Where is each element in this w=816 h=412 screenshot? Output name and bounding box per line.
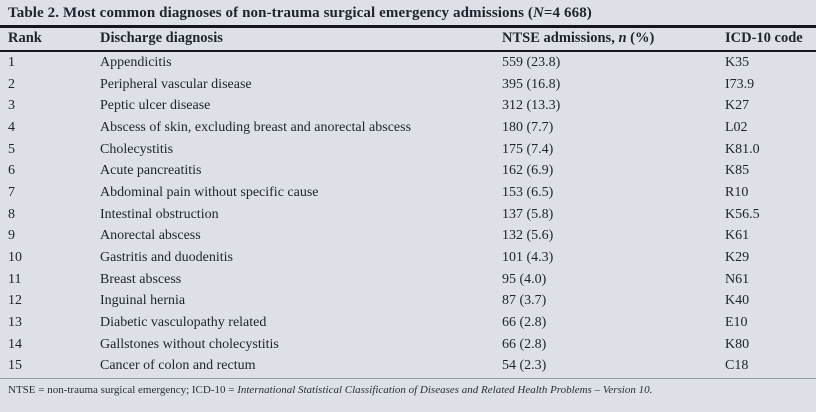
cell-diagnosis: Acute pancreatitis	[100, 163, 202, 179]
ntse-header-suffix: (%)	[626, 30, 655, 46]
table-title-suffix: =4 668)	[543, 5, 592, 21]
cell-icd-code: K27	[725, 98, 750, 114]
cell-admissions: 95 (4.0)	[502, 271, 547, 287]
cell-admissions: 153 (6.5)	[502, 184, 554, 200]
table-row: 15 Cancer of colon and rectum 54 (2.3) C…	[0, 356, 816, 378]
ntse-header-text: NTSE admissions,	[502, 30, 619, 46]
cell-admissions: 87 (3.7)	[502, 293, 547, 309]
cell-icd-code: K35	[725, 54, 750, 70]
cell-admissions: 175 (7.4)	[502, 141, 554, 157]
cell-diagnosis: Appendicitis	[100, 54, 172, 70]
cell-rank: 10	[8, 250, 22, 266]
cell-icd-code: R10	[725, 184, 749, 200]
cell-rank: 15	[8, 358, 22, 374]
cell-rank: 9	[8, 228, 15, 244]
ntse-header-n-italic: n	[618, 30, 627, 46]
cell-admissions: 101 (4.3)	[502, 250, 554, 266]
cell-icd-code: N61	[725, 271, 750, 287]
cell-icd-code: K85	[725, 163, 750, 179]
table-row: 5 Cholecystitis 175 (7.4) K81.0	[0, 139, 816, 161]
cell-admissions: 559 (23.8)	[502, 54, 561, 70]
cell-icd-code: K61	[725, 228, 750, 244]
table-row: 1 Appendicitis 559 (23.8) K35	[0, 51, 816, 74]
cell-rank: 8	[8, 206, 15, 222]
cell-rank: 4	[8, 119, 15, 135]
cell-admissions: 137 (5.8)	[502, 206, 554, 222]
column-header-rank: Rank	[0, 28, 92, 52]
cell-diagnosis: Intestinal obstruction	[100, 206, 219, 222]
table-title: Table 2. Most common diagnoses of non-tr…	[0, 0, 816, 28]
cell-diagnosis: Anorectal abscess	[100, 228, 201, 244]
cell-icd-code: E10	[725, 315, 748, 331]
cell-diagnosis: Diabetic vasculopathy related	[100, 315, 267, 331]
table-row: 3 Peptic ulcer disease 312 (13.3) K27	[0, 95, 816, 117]
table-row: 6 Acute pancreatitis 162 (6.9) K85	[0, 160, 816, 182]
cell-diagnosis: Gallstones without cholecystitis	[100, 336, 279, 352]
cell-icd-code: K81.0	[725, 141, 760, 157]
cell-rank: 11	[8, 271, 22, 287]
table-row: 12 Inguinal hernia 87 (3.7) K40	[0, 291, 816, 313]
cell-rank: 12	[8, 293, 22, 309]
footnote-abbreviations: NTSE = non-trauma surgical emergency; IC…	[8, 384, 238, 397]
table-title-text: Table 2. Most common diagnoses of non-tr…	[8, 5, 533, 21]
cell-icd-code: C18	[725, 358, 749, 374]
table-row: 4 Abscess of skin, excluding breast and …	[0, 117, 816, 139]
cell-admissions: 180 (7.7)	[502, 119, 554, 135]
cell-rank: 2	[8, 76, 15, 92]
table-footnote: NTSE = non-trauma surgical emergency; IC…	[0, 378, 816, 396]
cell-admissions: 132 (5.6)	[502, 228, 554, 244]
cell-admissions: 395 (16.8)	[502, 76, 561, 92]
header-row: Rank Discharge diagnosis NTSE admissions…	[0, 28, 816, 52]
cell-icd-code: K29	[725, 250, 750, 266]
cell-admissions: 66 (2.8)	[502, 336, 547, 352]
cell-diagnosis: Gastritis and duodenitis	[100, 250, 233, 266]
cell-rank: 14	[8, 336, 22, 352]
cell-admissions: 162 (6.9)	[502, 163, 554, 179]
table-row: 2 Peripheral vascular disease 395 (16.8)…	[0, 74, 816, 96]
cell-diagnosis: Abscess of skin, excluding breast and an…	[100, 119, 412, 135]
column-header-icd-code: ICD-10 code	[717, 28, 816, 52]
cell-rank: 5	[8, 141, 15, 157]
cell-rank: 13	[8, 315, 22, 331]
cell-rank: 3	[8, 98, 15, 114]
table-row: 8 Intestinal obstruction 137 (5.8) K56.5	[0, 204, 816, 226]
column-header-diagnosis: Discharge diagnosis	[92, 28, 494, 52]
cell-diagnosis: Abdominal pain without specific cause	[100, 184, 319, 200]
cell-rank: 6	[8, 163, 15, 179]
cell-admissions: 312 (13.3)	[502, 98, 561, 114]
cell-icd-code: K40	[725, 293, 750, 309]
cell-rank: 7	[8, 184, 15, 200]
cell-icd-code: L02	[725, 119, 748, 135]
table-title-n-italic: N	[532, 5, 544, 21]
cell-admissions: 66 (2.8)	[502, 315, 547, 331]
cell-icd-code: K56.5	[725, 206, 760, 222]
cell-rank: 1	[8, 54, 15, 70]
table-row: 14 Gallstones without cholecystitis 66 (…	[0, 334, 816, 356]
cell-icd-code: I73.9	[725, 76, 755, 92]
table-row: 9 Anorectal abscess 132 (5.6) K61	[0, 226, 816, 248]
cell-diagnosis: Inguinal hernia	[100, 293, 186, 309]
cell-admissions: 54 (2.3)	[502, 358, 547, 374]
column-header-ntse-admissions: NTSE admissions, n (%)	[494, 28, 717, 52]
table-row: 7 Abdominal pain without specific cause …	[0, 182, 816, 204]
table-row: 13 Diabetic vasculopathy related 66 (2.8…	[0, 312, 816, 334]
diagnoses-table: Rank Discharge diagnosis NTSE admissions…	[0, 28, 816, 377]
cell-diagnosis: Cancer of colon and rectum	[100, 358, 256, 374]
cell-diagnosis: Cholecystitis	[100, 141, 174, 157]
table-row: 10 Gastritis and duodenitis 101 (4.3) K2…	[0, 247, 816, 269]
table-body: 1 Appendicitis 559 (23.8) K35 2 Peripher…	[0, 51, 816, 377]
cell-icd-code: K80	[725, 336, 750, 352]
footnote-classification-name: International Statistical Classification…	[237, 384, 653, 397]
cell-diagnosis: Peripheral vascular disease	[100, 76, 252, 92]
table-row: 11 Breast abscess 95 (4.0) N61	[0, 269, 816, 291]
cell-diagnosis: Breast abscess	[100, 271, 182, 287]
cell-diagnosis: Peptic ulcer disease	[100, 98, 211, 114]
